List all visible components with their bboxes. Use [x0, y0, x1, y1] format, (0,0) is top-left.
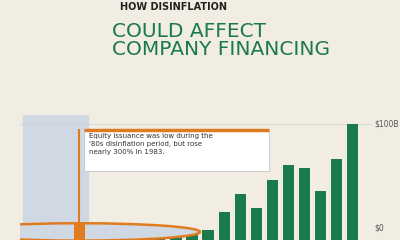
Bar [234, 194, 246, 240]
Bar [26, 237, 37, 240]
Text: $100B: $100B [374, 120, 398, 129]
Bar [347, 125, 358, 240]
Text: HOW DISINFLATION: HOW DISINFLATION [120, 2, 227, 12]
Bar [122, 224, 133, 240]
Bar [218, 212, 230, 240]
Bar [331, 159, 342, 240]
Bar [299, 168, 310, 240]
Text: $0: $0 [374, 224, 384, 233]
Bar [106, 232, 117, 240]
Bar [90, 237, 101, 240]
Bar [283, 165, 294, 240]
Bar [267, 180, 278, 240]
Bar [138, 224, 149, 240]
Bar [251, 208, 262, 240]
FancyBboxPatch shape [84, 130, 269, 171]
Text: Equity issuance was low during the
'80s disinflation period, but rose
nearly 300: Equity issuance was low during the '80s … [89, 132, 213, 155]
Bar [186, 232, 198, 240]
Bar [315, 192, 326, 240]
Bar [58, 237, 69, 240]
Bar [202, 230, 214, 240]
Bar [74, 224, 85, 240]
Bar [154, 232, 166, 240]
Bar [23, 115, 88, 240]
Bar [74, 224, 85, 240]
Bar [170, 232, 182, 240]
Text: COULD AFFECT
COMPANY FINANCING: COULD AFFECT COMPANY FINANCING [112, 22, 330, 59]
Circle shape [0, 223, 200, 240]
Bar [42, 235, 53, 240]
